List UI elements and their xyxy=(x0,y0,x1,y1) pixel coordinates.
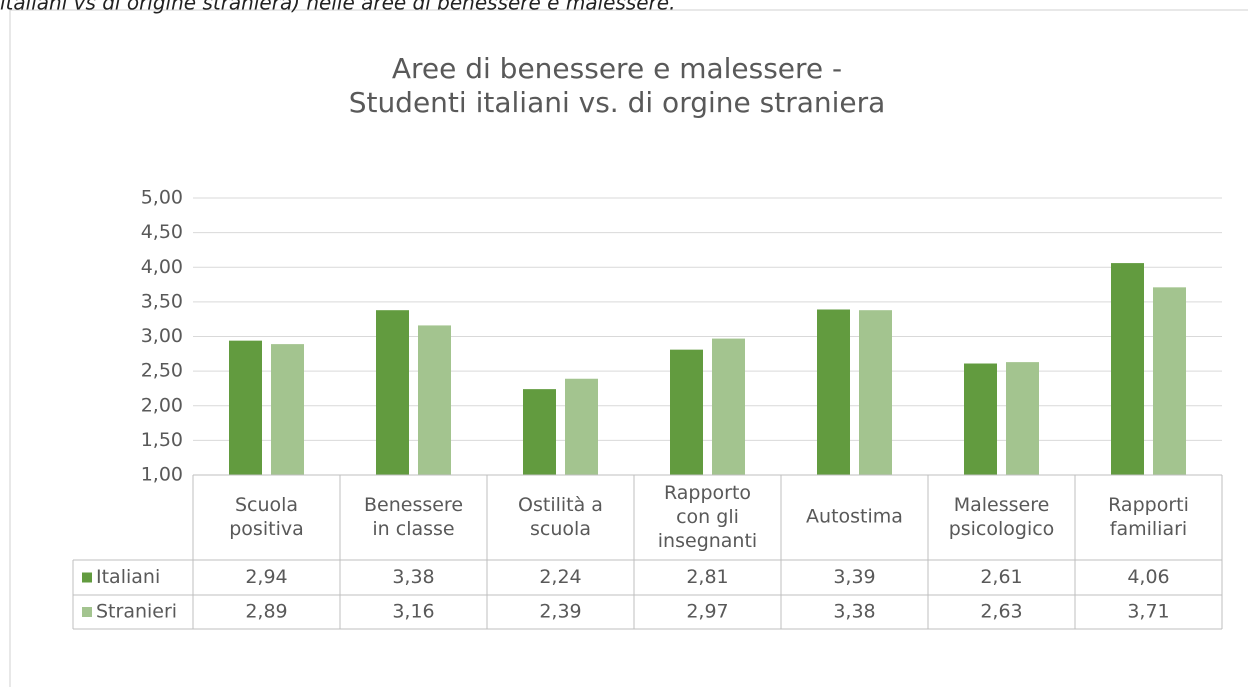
bar xyxy=(271,344,304,475)
y-tick-label: 1,50 xyxy=(141,429,183,451)
bar xyxy=(229,340,262,475)
legend-label: Stranieri xyxy=(96,601,177,623)
table-value: 2,94 xyxy=(245,566,287,588)
table-value: 2,97 xyxy=(686,601,728,623)
bar xyxy=(859,310,892,475)
bar xyxy=(1153,287,1186,475)
bar xyxy=(418,325,451,475)
table-value: 2,89 xyxy=(245,601,287,623)
bar xyxy=(712,338,745,475)
table-value: 2,63 xyxy=(980,601,1022,623)
table-value: 3,39 xyxy=(833,566,875,588)
bar xyxy=(565,378,598,475)
y-tick-label: 3,50 xyxy=(141,290,183,312)
bar xyxy=(670,349,703,475)
x-tick-label: Scuola positiva xyxy=(229,494,303,540)
chart-border xyxy=(9,9,1248,687)
table-value: 2,81 xyxy=(686,566,728,588)
table-value: 2,24 xyxy=(539,566,581,588)
y-tick-label: 5,00 xyxy=(141,187,183,209)
bar xyxy=(817,309,850,475)
bar xyxy=(523,389,556,475)
y-tick-label: 2,50 xyxy=(141,360,183,382)
table-value: 3,16 xyxy=(392,601,434,623)
x-tick-label: Ostilità a scuola xyxy=(518,494,603,540)
bar xyxy=(1006,362,1039,475)
x-tick-label: Rapporto con gli insegnanti xyxy=(658,482,757,552)
table-value: 2,61 xyxy=(980,566,1022,588)
y-tick-label: 2,00 xyxy=(141,394,183,416)
bar xyxy=(1111,263,1144,475)
y-tick-label: 4,00 xyxy=(141,256,183,278)
y-tick-label: 4,50 xyxy=(141,221,183,243)
x-tick-label: Rapporti familiari xyxy=(1108,494,1189,540)
bar xyxy=(964,363,997,475)
legend-label: Italiani xyxy=(96,566,160,588)
caption: italiani vs di origine straniera) nelle … xyxy=(0,0,675,15)
table-value: 3,38 xyxy=(833,601,875,623)
y-tick-label: 3,00 xyxy=(141,325,183,347)
chart-title: Aree di benessere e malessere -Studenti … xyxy=(349,52,886,119)
y-tick-label: 1,00 xyxy=(141,464,183,486)
bar xyxy=(376,310,409,475)
legend-swatch xyxy=(82,607,92,617)
legend-swatch xyxy=(82,572,92,583)
table-value: 2,39 xyxy=(539,601,581,623)
table-value: 3,71 xyxy=(1127,601,1169,623)
x-tick-label: Benessere in classe xyxy=(364,494,463,540)
table-value: 4,06 xyxy=(1127,566,1169,588)
x-tick-label: Malessere psicologico xyxy=(949,494,1055,540)
x-tick-label: Autostima xyxy=(806,506,903,528)
table-value: 3,38 xyxy=(392,566,434,588)
